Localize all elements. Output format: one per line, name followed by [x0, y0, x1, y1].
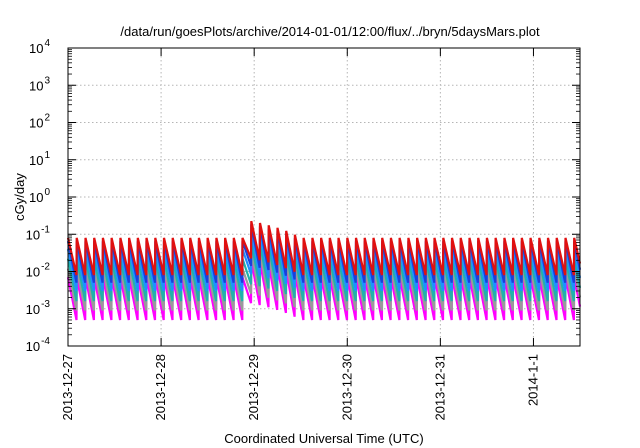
y-tick-label: 10-2: [26, 262, 51, 280]
y-tick-label: 100: [29, 187, 50, 205]
axis-ticks: [67, 47, 580, 347]
x-tick-label: 2013-12-29: [246, 354, 261, 421]
y-tick-label: 101: [29, 150, 50, 168]
series-layer: [66, 220, 582, 321]
x-tick-label: 2013-12-30: [339, 354, 354, 421]
x-axis-label: Coordinated Universal Time (UTC): [224, 431, 423, 446]
y-tick-label: 104: [29, 38, 50, 56]
series-line: [66, 220, 582, 276]
y-axis-label: cGy/day: [12, 173, 27, 221]
x-tick-labels: 2013-12-27 2013-12-28 2013-12-29 2013-12-30…: [60, 354, 540, 421]
y-tick-label: 102: [29, 113, 50, 131]
x-tick-label: 2014-1-1: [525, 354, 540, 406]
y-tick-label: 10-4: [26, 336, 51, 354]
x-tick-label: 2013-12-28: [153, 354, 168, 421]
chart-title: /data/run/goesPlots/archive/2014-01-01/1…: [120, 24, 540, 39]
x-tick-label: 2013-12-27: [60, 354, 75, 421]
y-tick-label: 103: [29, 75, 50, 93]
y-tick-label: 10-3: [26, 299, 51, 317]
y-tick-labels: 10-4 10-3 10-2 10-1 100 101 102 103 104: [26, 38, 51, 354]
y-tick-label: 10-1: [26, 224, 51, 242]
x-tick-label: 2013-12-31: [432, 354, 447, 421]
